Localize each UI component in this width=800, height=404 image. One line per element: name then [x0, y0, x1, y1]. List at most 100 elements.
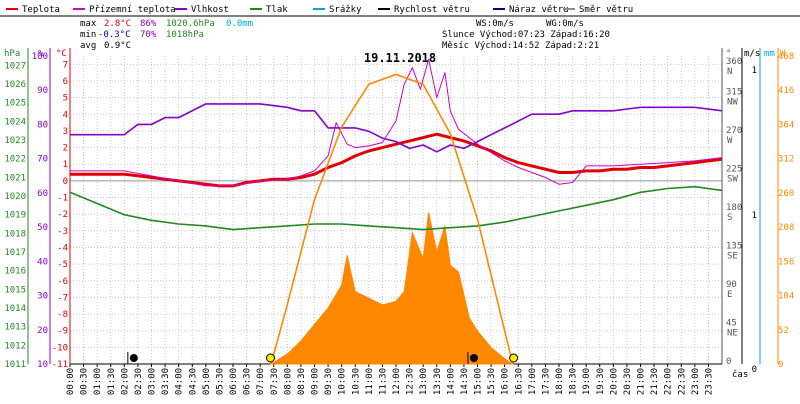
time-tick-label: 12:00: [392, 368, 402, 395]
stats-max-rain: 0.0mm: [226, 19, 253, 29]
time-tick-label: 10:30: [351, 368, 361, 395]
pressure-tick-label: 1023: [4, 136, 26, 146]
direction-tick-label: 360: [726, 57, 742, 67]
humidity-tick-label: 100: [32, 52, 48, 62]
time-tick-label: 11:00: [365, 368, 375, 395]
time-tick-label: 02:00: [120, 368, 130, 395]
time-tick-label: 16:00: [501, 368, 511, 395]
stats-wg: WG:0m/s: [546, 19, 584, 29]
direction-tick-label: 180: [726, 203, 742, 213]
humidity-tick-label: 40: [37, 257, 48, 267]
legend-item: Srážky: [329, 5, 362, 15]
time-tick-label: 08:00: [283, 368, 293, 395]
time-tick-label: 07:30: [270, 368, 280, 395]
temp-tick-label: 2: [63, 144, 68, 154]
time-tick-label: 14:00: [446, 368, 456, 395]
wind-speed-tick-label: 1: [752, 211, 757, 221]
solar-tick-label: 156: [778, 257, 794, 267]
time-tick-label: 06:30: [243, 368, 253, 395]
direction-name-label: SE: [727, 252, 738, 262]
temp-tick-label: -9: [57, 327, 68, 337]
time-tick-label: 13:00: [419, 368, 429, 395]
stats-min-press: 1018hPa: [166, 30, 204, 40]
humidity-tick-label: 10: [37, 360, 48, 370]
stats-sun: Slunce Východ:07:23 Západ:16:20: [442, 30, 610, 40]
stats-min-label: min: [80, 30, 96, 40]
stats-max-label: max: [80, 19, 97, 29]
axis-title-w: W: [780, 49, 786, 59]
axis-title-mm: mm: [764, 49, 775, 59]
temp-tick-label: -10: [52, 343, 68, 353]
direction-tick-label: 90: [726, 280, 737, 290]
stats-avg-label: avg: [80, 41, 96, 51]
stats-ws: WS:0m/s: [476, 19, 514, 29]
time-tick-label: 15:00: [474, 368, 484, 395]
pressure-tick-label: 1025: [4, 99, 26, 109]
time-tick-label: 22:00: [664, 368, 674, 395]
stats-moon: Měsíc Východ:14:52 Západ:2:21: [442, 41, 599, 51]
temp-tick-label: -4: [57, 243, 68, 253]
axis-title-temp: °C: [56, 49, 67, 59]
time-tick-label: 19:00: [582, 368, 592, 395]
time-tick-label: 19:30: [596, 368, 606, 395]
stats-max-temp: 2.8°C: [104, 19, 131, 29]
pressure-tick-label: 1024: [4, 117, 26, 127]
time-tick-label: 05:00: [202, 368, 212, 395]
legend-item: Náraz větru: [509, 5, 569, 15]
time-tick-label: 20:30: [623, 368, 633, 395]
temp-tick-label: -1: [57, 194, 68, 204]
legend-item: Rychlost větru: [394, 5, 470, 15]
temp-tick-label: 1: [63, 160, 68, 170]
direction-tick-label: 270: [726, 126, 742, 136]
chart-title: 19.11.2018: [364, 51, 436, 65]
wind-speed-tick-label: 1: [752, 66, 757, 76]
temp-tick-label: 3: [63, 127, 68, 137]
direction-tick-label: 225: [726, 165, 742, 175]
wind-speed-tick-label: 0: [752, 365, 757, 375]
time-tick-label: 14:30: [460, 368, 470, 395]
solar-tick-label: 468: [778, 52, 794, 62]
stats-min-hum: 70%: [140, 30, 157, 40]
humidity-tick-label: 80: [37, 120, 48, 130]
pressure-tick-label: 1015: [4, 285, 26, 295]
pressure-tick-label: 1018: [4, 229, 26, 239]
temp-tick-label: -5: [57, 260, 68, 270]
moonset-marker: [129, 354, 138, 362]
legend: Teplota Přízemní teplota Vlhkost Tlak Srážky…: [0, 5, 800, 17]
direction-name-label: W: [727, 136, 733, 146]
direction-tick-label: 45: [726, 319, 737, 329]
pressure-tick-label: 1014: [4, 304, 26, 314]
temp-tick-label: 6: [63, 77, 68, 87]
plot-area: [69, 58, 723, 365]
time-tick-label: 03:00: [148, 368, 158, 395]
pressure-tick-label: 1022: [4, 155, 26, 165]
time-tick-label: 03:30: [161, 368, 171, 395]
temp-tick-label: 0: [63, 177, 68, 187]
moonrise-marker: [469, 354, 478, 362]
legend-item: Tlak: [266, 5, 288, 15]
time-tick-label: 21:00: [637, 368, 647, 395]
axis-title-ms: m/s: [744, 49, 760, 59]
time-tick-label: 09:00: [311, 368, 321, 395]
stats-panel: max 2.8°C 86% 1020.6hPa 0.0mm min -0.3°C…: [80, 19, 610, 51]
time-tick-label: 08:30: [297, 368, 307, 395]
time-tick-label: 23:00: [691, 368, 701, 395]
time-tick-label: 05:30: [215, 368, 225, 395]
axis-title-time: čas: [732, 369, 748, 380]
series-humidity: [70, 103, 723, 153]
legend-item: Vlhkost: [191, 5, 229, 15]
axis-title-direction: °: [726, 49, 731, 59]
legend-item: Přízemní teplota: [89, 5, 176, 15]
solar-tick-label: 260: [778, 189, 794, 199]
time-tick-label: 04:30: [188, 368, 198, 395]
humidity-tick-label: 50: [37, 223, 48, 233]
direction-tick-label: 315: [726, 88, 742, 98]
direction-name-label: SW: [727, 175, 738, 185]
temp-tick-label: -3: [57, 227, 68, 237]
direction-name-label: E: [727, 290, 732, 300]
direction-name-label: S: [727, 213, 732, 223]
pressure-tick-label: 1027: [4, 61, 26, 71]
time-tick-label: 15:30: [487, 368, 497, 395]
